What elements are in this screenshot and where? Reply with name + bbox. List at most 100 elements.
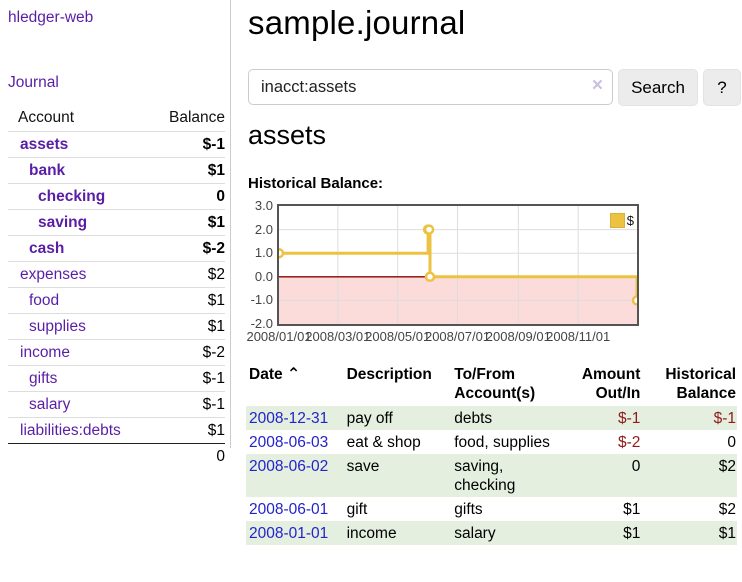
register-row[interactable]: 2008-12-31 pay off debts $-1 $-1 <box>246 406 737 430</box>
y-tick-label: 3.0 <box>254 198 273 213</box>
transaction-accounts: debts <box>454 409 493 427</box>
account-balance: $-1 <box>202 369 225 387</box>
accounts-total-value: 0 <box>216 447 225 465</box>
chart-series <box>279 206 637 324</box>
transaction-amount: $-2 <box>618 433 641 451</box>
sidebar-account-food[interactable]: food <box>29 291 60 309</box>
chart-legend: $ <box>609 213 634 228</box>
sidebar-account-salary[interactable]: salary <box>29 395 71 413</box>
account-row: salary $-1 <box>8 391 225 417</box>
account-row: cash $-2 <box>8 235 225 261</box>
sidebar-account-cash[interactable]: cash <box>29 239 65 257</box>
page-title: sample.journal <box>248 4 466 41</box>
account-balance: $-2 <box>202 343 225 361</box>
sidebar-account-gifts[interactable]: gifts <box>29 369 58 387</box>
transaction-description: eat & shop <box>346 433 421 451</box>
transaction-description: save <box>346 457 380 475</box>
sidebar-account-saving[interactable]: saving <box>38 213 88 231</box>
transaction-date-link[interactable]: 2008-01-01 <box>249 524 329 542</box>
account-row: income $-2 <box>8 339 225 365</box>
x-tick-label: 2008/05/01 <box>365 329 431 344</box>
register-row[interactable]: 2008-01-01 income salary $1 $1 <box>246 521 737 545</box>
main-content: sample.journal × Search ? assets Histori… <box>246 0 741 582</box>
account-row: saving $1 <box>8 209 225 235</box>
transaction-balance: $2 <box>718 457 736 475</box>
account-row: assets $-1 <box>8 131 225 157</box>
transaction-balance: $-1 <box>713 409 736 427</box>
sidebar-account-income[interactable]: income <box>20 343 70 361</box>
sidebar-item-journal[interactable]: Journal <box>8 74 59 91</box>
sort-asc-icon: ⌃ <box>286 366 301 383</box>
transaction-amount: 0 <box>631 457 641 475</box>
legend-swatch-icon <box>609 213 625 228</box>
legend-label: $ <box>626 213 634 228</box>
register-row[interactable]: 2008-06-01 gift gifts $1 $2 <box>246 497 737 521</box>
search-input[interactable] <box>248 69 613 105</box>
clear-search-icon[interactable]: × <box>591 75 603 96</box>
balance-column-header: Historical Balance <box>665 366 736 402</box>
transaction-amount: $-1 <box>618 409 641 427</box>
account-row: gifts $-1 <box>8 365 225 391</box>
account-balance: 0 <box>216 187 225 205</box>
y-tick-label: -1.0 <box>250 292 273 308</box>
transaction-amount: $1 <box>623 524 641 542</box>
search-button[interactable]: Search <box>618 69 698 106</box>
account-row: food $1 <box>8 287 225 313</box>
sidebar-account-supplies[interactable]: supplies <box>29 317 86 335</box>
date-column-header[interactable]: Date ⌃ <box>246 363 344 406</box>
transaction-date-link[interactable]: 2008-12-31 <box>249 409 329 427</box>
accounts-table: Account Balance assets $-1 bank $1 check… <box>8 106 225 469</box>
transaction-amount: $1 <box>623 500 641 518</box>
transaction-accounts: salary <box>454 524 496 542</box>
historical-balance-chart: $ 3.0 2.0 1.0 0.0 -1.0 -2.0 2008/01/01 2008/03/… <box>246 198 718 344</box>
transaction-balance: $2 <box>718 500 736 518</box>
brand-link[interactable]: hledger-web <box>8 9 94 26</box>
transaction-date-link[interactable]: 2008-06-03 <box>249 433 329 451</box>
account-balance: $1 <box>207 291 225 309</box>
account-heading: assets <box>248 120 327 150</box>
sidebar-account-assets[interactable]: assets <box>20 135 69 153</box>
help-button[interactable]: ? <box>703 69 741 106</box>
x-tick-label: 2008/07/01 <box>424 329 491 344</box>
description-column-header: Description <box>346 366 432 383</box>
chart-plot[interactable]: $ <box>277 204 639 326</box>
transaction-balance: 0 <box>727 433 736 451</box>
sidebar-account-expenses[interactable]: expenses <box>20 265 87 283</box>
y-tick-label: -2.0 <box>250 316 273 331</box>
x-tick-label: 2008/01/01 <box>246 329 312 344</box>
sidebar: hledger-web Journal Account Balance asse… <box>0 0 231 465</box>
account-balance: $1 <box>207 317 225 335</box>
account-balance: $-2 <box>202 239 225 257</box>
sidebar-account-bank[interactable]: bank <box>29 161 66 179</box>
accounts-total-row: 0 <box>8 443 225 469</box>
sidebar-account-liabilities-debts[interactable]: liabilities:debts <box>20 421 121 439</box>
account-row: expenses $2 <box>8 261 225 287</box>
chart-title: Historical Balance: <box>248 175 384 192</box>
account-balance: $1 <box>207 161 225 179</box>
y-tick-label: 0.0 <box>254 268 273 284</box>
accounts-table-header: Account Balance <box>8 106 225 131</box>
transaction-accounts: saving, checking <box>454 457 516 494</box>
transaction-accounts: gifts <box>454 500 483 518</box>
account-balance: $2 <box>207 265 225 283</box>
y-tick-label: 1.0 <box>254 245 273 261</box>
account-balance: $1 <box>207 421 225 439</box>
transaction-description: gift <box>346 500 368 518</box>
account-balance: $1 <box>207 213 225 231</box>
register-row[interactable]: 2008-06-03 eat & shop food, supplies $-2… <box>246 430 737 454</box>
transaction-date-link[interactable]: 2008-06-02 <box>249 457 329 475</box>
transaction-balance: $1 <box>718 524 736 542</box>
transaction-date-link[interactable]: 2008-06-01 <box>249 500 329 518</box>
date-header-label: Date <box>249 366 283 383</box>
transaction-description: pay off <box>346 409 393 427</box>
account-row: liabilities:debts $1 <box>8 417 225 443</box>
register-row[interactable]: 2008-06-02 save saving, checking 0 $2 <box>246 454 737 497</box>
sidebar-account-checking[interactable]: checking <box>38 187 106 205</box>
register-header-row: Date ⌃ Description To/From Account(s) Am… <box>246 363 737 406</box>
x-tick-label: 2008/09/01 <box>485 329 551 344</box>
amount-column-header: Amount Out/In <box>581 366 641 402</box>
accounts-column-header: To/From Account(s) <box>454 366 536 402</box>
account-column-header: Account <box>18 109 75 126</box>
account-row: bank $1 <box>8 157 225 183</box>
y-tick-label: 2.0 <box>254 221 273 237</box>
